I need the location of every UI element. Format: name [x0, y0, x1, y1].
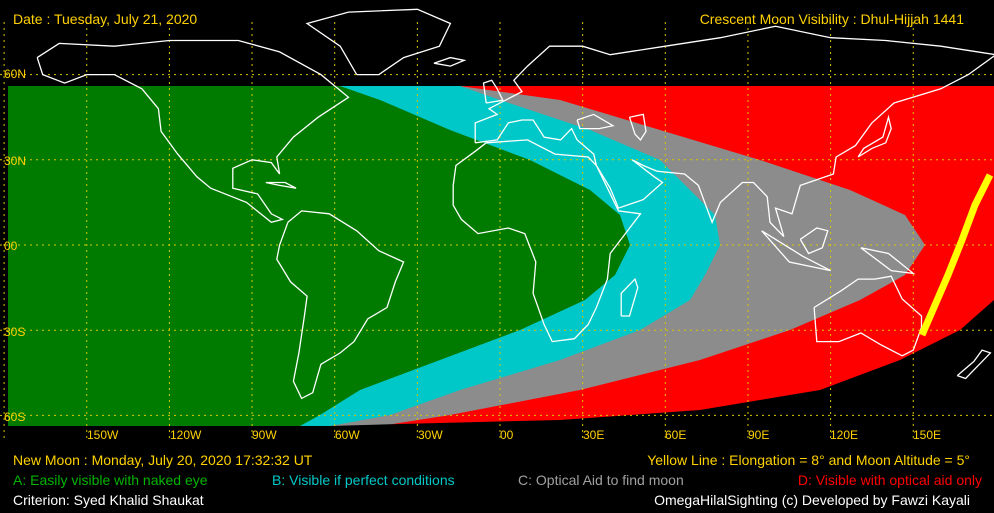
lon-label-120w: 120W — [170, 428, 202, 442]
lat-label-60s: 60S — [4, 410, 26, 424]
japan-coast — [857, 114, 892, 158]
lon-label-150e: 150E — [913, 428, 942, 442]
south-america-coast — [276, 210, 405, 400]
yellow-line-label: Yellow Line : Elongation = 8° and Moon A… — [647, 452, 970, 468]
new-moon-label: New Moon : Monday, July 20, 2020 17:32:3… — [13, 452, 313, 468]
eurasia-coast — [474, 25, 994, 237]
lon-label-60w: 60W — [335, 428, 360, 442]
lon-label-90e: 90E — [748, 428, 770, 442]
visibility-zones — [8, 86, 994, 426]
lon-label-120e: 120E — [830, 428, 859, 442]
new-zealand-coast — [956, 349, 992, 380]
indonesia-coast — [761, 230, 831, 272]
caspian-coast — [628, 113, 647, 141]
uk-coast — [482, 79, 504, 104]
north-america-coast — [36, 39, 350, 224]
lat-label-30n: 30N — [4, 154, 27, 168]
iceland-coast — [433, 56, 467, 67]
legend-c: C: Optical Aid to find moon — [518, 472, 684, 488]
lon-label-90w: 90W — [252, 428, 277, 442]
legend-a: A: Easily visible with naked eye — [13, 472, 208, 488]
new-guinea-coast — [860, 247, 916, 275]
coastlines — [36, 8, 994, 400]
lat-label-30s: 30S — [4, 325, 26, 339]
legend-b: B: Visible if perfect conditions — [272, 472, 455, 488]
lon-label-150w: 150W — [87, 428, 119, 442]
zone-none — [330, 300, 994, 426]
credit-label: OmegaHilalSighting (c) Developed by Fawz… — [654, 492, 970, 508]
legend-d: D: Visible with optical aid only — [797, 472, 982, 488]
map-grid — [0, 22, 994, 440]
cuba-coast — [265, 181, 297, 189]
greenland-coast — [305, 8, 452, 76]
lat-label-60n: 60N — [4, 67, 27, 81]
madagascar-coast — [620, 277, 639, 317]
lon-label-30e: 30E — [583, 428, 605, 442]
map-title: Crescent Moon Visibility : Dhul-Hijjah 1… — [699, 11, 964, 27]
black-sea-coast — [576, 113, 615, 130]
zone-a — [8, 86, 630, 426]
africa-coast — [452, 139, 642, 343]
borneo-coast — [799, 227, 829, 255]
date-label: Date : Tuesday, July 21, 2020 — [13, 11, 198, 27]
lon-label-30w: 30W — [418, 428, 443, 442]
yellow-threshold-line — [918, 173, 994, 337]
lon-label-60e: 60E — [665, 428, 687, 442]
lon-label-00: 00 — [500, 428, 514, 442]
lat-label-equator: 00 — [4, 239, 18, 253]
yellow-line — [918, 173, 994, 337]
criterion-label: Criterion: Syed Khalid Shaukat — [13, 492, 204, 508]
